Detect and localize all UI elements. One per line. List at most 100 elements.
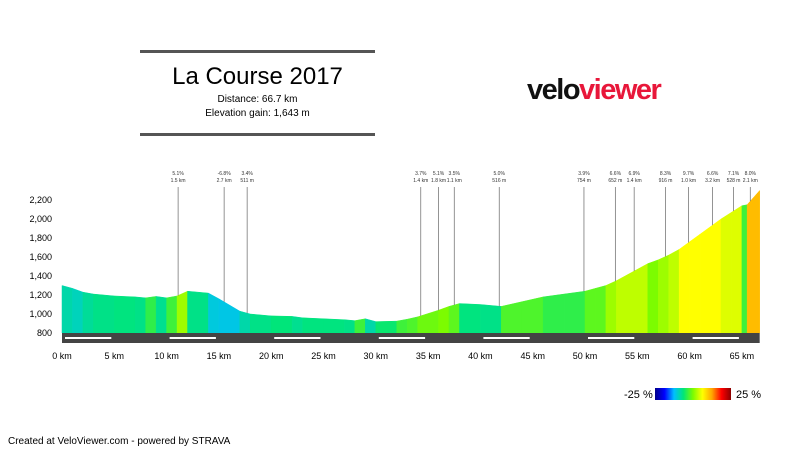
x-tick-label: 50 km <box>573 351 598 361</box>
legend-max-label: 25 % <box>736 389 762 401</box>
veloviewer-logo: veloviewer <box>527 74 662 107</box>
x-tick-label: 20 km <box>259 351 284 361</box>
profile-segment <box>746 189 760 334</box>
profile-segment <box>239 310 251 334</box>
legend-min-label: -25 % <box>624 389 653 401</box>
climb-marker-grade: 3.7% <box>415 171 427 177</box>
profile-segment <box>521 296 544 334</box>
profile-segment <box>208 292 220 334</box>
climb-marker-length: 2.7 km <box>217 178 232 184</box>
climb-marker-length: 528 m <box>727 178 741 184</box>
title-box: La Course 2017 Distance: 66.7 km Elevati… <box>140 50 375 136</box>
x-tick-label: 5 km <box>105 351 125 361</box>
logo-part-viewer: viewer <box>579 74 662 106</box>
profile-segment <box>616 274 628 334</box>
x-tick-label: 0 km <box>52 351 72 361</box>
profile-segment <box>93 293 115 334</box>
climb-marker-grade: 5.1% <box>172 171 184 177</box>
climb-marker-length: 2.1 km <box>743 178 758 184</box>
x-tick-label: 55 km <box>625 351 650 361</box>
distance-band-stripe <box>274 337 321 339</box>
profile-segment <box>250 313 272 334</box>
y-tick-label: 1,200 <box>29 290 52 300</box>
profile-segment <box>741 204 748 334</box>
climb-marker-grade: 9.7% <box>683 171 695 177</box>
climb-marker-grade: 3.4% <box>241 171 253 177</box>
profile-segment <box>657 254 669 334</box>
climb-marker-length: 1.8 km <box>431 178 446 184</box>
y-tick-label: 1,400 <box>29 271 52 281</box>
climb-marker-length: 754 m <box>577 178 591 184</box>
profile-segment <box>396 318 408 334</box>
profile-segment <box>61 285 73 334</box>
distance-band-stripe <box>169 337 216 339</box>
profile-segment <box>82 291 94 334</box>
x-tick-label: 25 km <box>311 351 336 361</box>
climb-marker-length: 511 m <box>240 178 254 184</box>
profile-segment <box>218 298 241 334</box>
footer-credit: Created at VeloViewer.com - powered by S… <box>8 436 231 447</box>
elevation-gain-text: Elevation gain: 1,643 m <box>205 108 310 119</box>
profile-segment <box>647 259 659 334</box>
profile-segment <box>668 248 680 334</box>
profile-segment <box>114 295 136 334</box>
climb-marker-length: 1.1 km <box>447 178 462 184</box>
profile-segment <box>270 315 293 334</box>
profile-segment <box>689 233 701 334</box>
y-tick-label: 1,600 <box>29 252 52 262</box>
profile-segment <box>459 303 481 334</box>
profile-segment <box>720 211 732 334</box>
climb-marker-grade: -6.8% <box>218 171 232 177</box>
profile-segment <box>501 301 523 334</box>
profile-segment <box>699 226 711 334</box>
x-tick-label: 15 km <box>207 351 232 361</box>
profile-segment <box>626 268 638 334</box>
profile-segment <box>344 319 356 334</box>
climb-marker-grade: 5.1% <box>433 171 445 177</box>
distance-band-stripe <box>483 337 530 339</box>
profile-segment <box>375 320 397 334</box>
climb-marker-grade: 6.6% <box>610 171 622 177</box>
climb-marker-grade: 3.5% <box>449 171 461 177</box>
climb-marker-length: 1.4 km <box>627 178 642 184</box>
y-tick-label: 2,200 <box>29 195 52 205</box>
y-tick-label: 1,800 <box>29 233 52 243</box>
distance-band-stripe <box>65 337 112 339</box>
climb-marker-length: 652 m <box>608 178 622 184</box>
profile-segment <box>365 318 377 334</box>
distance-band-stripe <box>588 337 635 339</box>
profile-segment <box>480 304 502 334</box>
y-tick-label: 800 <box>37 328 52 338</box>
y-tick-label: 2,000 <box>29 214 52 224</box>
profile-segment <box>145 296 157 334</box>
x-tick-label: 45 km <box>520 351 545 361</box>
distance-band-stripe <box>378 337 426 339</box>
profile-segment <box>542 293 565 334</box>
profile-segment <box>354 318 366 334</box>
x-tick-label: 40 km <box>468 351 493 361</box>
profile-segment <box>166 295 178 334</box>
profile-segment <box>176 290 188 334</box>
profile-segment <box>291 316 303 334</box>
profile-segment <box>595 285 607 334</box>
route-title: La Course 2017 <box>172 63 343 90</box>
profile-segment <box>406 316 418 334</box>
distance-band-stripe <box>692 337 739 339</box>
climb-marker-grade: 5.0% <box>494 171 506 177</box>
logo-part-velo: velo <box>527 74 581 106</box>
profile-segment <box>637 263 649 334</box>
climb-marker-length: 1.5 km <box>171 178 186 184</box>
profile-segment <box>187 290 209 334</box>
climb-marker-grade: 6.9% <box>628 171 640 177</box>
profile-segment <box>72 287 84 334</box>
profile-segment <box>438 306 450 334</box>
profile-segment <box>302 317 324 334</box>
profile-segment <box>323 318 345 334</box>
x-tick-label: 60 km <box>677 351 702 361</box>
x-tick-label: 65 km <box>730 351 755 361</box>
profile-segment <box>584 288 596 334</box>
climb-marker-length: 1.4 km <box>413 178 428 184</box>
x-tick-label: 30 km <box>364 351 389 361</box>
climb-marker-grade: 8.0% <box>745 171 757 177</box>
